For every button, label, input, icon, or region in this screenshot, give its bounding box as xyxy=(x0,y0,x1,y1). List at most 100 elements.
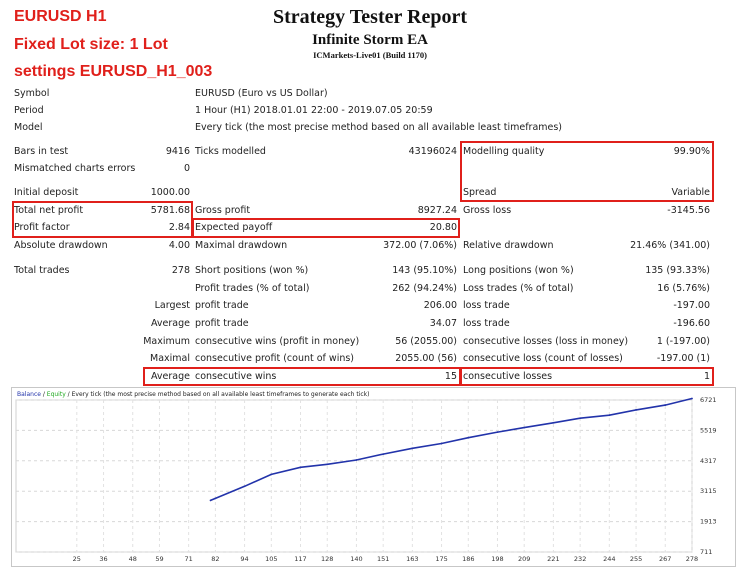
x-tick-label: 244 xyxy=(603,555,615,563)
short-positions-value: 143 (95.10%) xyxy=(392,265,457,276)
period-label: Period xyxy=(14,105,44,116)
average-consecutive-label: Average xyxy=(150,371,190,382)
expected-payoff-value: 20.80 xyxy=(429,222,457,233)
balance-point xyxy=(608,414,611,417)
largest-loss-trade-label: loss trade xyxy=(463,300,510,311)
chart-plot: 6721 5519 4317 3115 1913 711 25 36 48 59 71 82 94 105… xyxy=(15,396,717,563)
abs-drawdown-label: Absolute drawdown xyxy=(14,240,108,251)
y-tick-label: 711 xyxy=(700,548,712,556)
rel-drawdown-value: 21.46% (341.00) xyxy=(630,240,710,251)
model-value: Every tick (the most precise method base… xyxy=(195,122,563,133)
highlight-box-avg-consecutive-wins xyxy=(143,367,461,386)
x-tick-label: 140 xyxy=(350,555,362,563)
short-positions-label: Short positions (won %) xyxy=(195,265,309,276)
legend-separator: / xyxy=(40,391,47,398)
gross-loss-value: -3145.56 xyxy=(667,205,710,216)
ea-name: Infinite Storm EA xyxy=(312,32,428,48)
maximal-label: Maximal xyxy=(150,353,190,364)
max-drawdown-label: Maximal drawdown xyxy=(195,240,288,251)
maximal-consecutive-profit-value: 2055.00 (56) xyxy=(395,353,457,364)
quality-value: 99.90% xyxy=(673,146,710,157)
x-tick-label: 186 xyxy=(462,555,474,563)
largest-loss-trade-value: -197.00 xyxy=(673,300,710,311)
legend-description: / Every tick (the most precise method ba… xyxy=(65,391,370,398)
x-tick-label: 105 xyxy=(265,555,277,563)
average-label: Average xyxy=(150,318,190,329)
balance-point xyxy=(552,421,555,424)
gross-profit-label: Gross profit xyxy=(195,205,251,216)
y-tick-label: 5519 xyxy=(700,426,717,434)
balance-chart: Balance / Equity / Every tick (the most … xyxy=(11,387,736,567)
y-tick-label: 1913 xyxy=(700,518,717,526)
x-tick-label: 94 xyxy=(240,555,248,563)
x-tick-label: 209 xyxy=(518,555,530,563)
long-positions-label: Long positions (won %) xyxy=(463,265,574,276)
x-tick-label: 255 xyxy=(630,555,642,563)
overlay-settings: settings EURUSD_H1_003 xyxy=(14,63,213,80)
x-tick-label: 267 xyxy=(659,555,671,563)
highlight-box-quality-spread xyxy=(460,141,714,202)
x-tick-label: 232 xyxy=(574,555,586,563)
x-tick-label: 163 xyxy=(406,555,418,563)
max-consecutive-losses-label: consecutive losses (loss in money) xyxy=(463,336,629,347)
balance-point xyxy=(243,485,246,488)
avg-consecutive-wins-value: 15 xyxy=(444,371,457,382)
y-tick-label: 4317 xyxy=(700,457,717,465)
spread-value: Variable xyxy=(671,187,710,198)
balance-point xyxy=(270,473,273,476)
profit-factor-value: 2.84 xyxy=(168,222,190,233)
profit-trades-label: Profit trades (% of total) xyxy=(195,283,310,294)
gross-loss-label: Gross loss xyxy=(463,205,512,216)
x-tick-label: 128 xyxy=(321,555,333,563)
highlight-box-avg-consecutive-losses xyxy=(460,367,714,386)
mismatch-label: Mismatched charts errors xyxy=(14,163,136,174)
balance-point xyxy=(691,397,693,400)
x-tick-label: 117 xyxy=(294,555,306,563)
x-tick-label: 59 xyxy=(155,555,163,563)
balance-point xyxy=(579,417,582,420)
bars-value: 9416 xyxy=(165,146,190,157)
symbol-label: Symbol xyxy=(14,88,50,99)
bars-label: Bars in test xyxy=(14,146,69,157)
period-value: 1 Hour (H1) 2018.01.01 22:00 - 2019.07.0… xyxy=(195,105,433,116)
balance-point xyxy=(496,431,499,434)
y-tick-label: 6721 xyxy=(700,396,717,404)
ticks-value: 43196024 xyxy=(408,146,457,157)
balance-point xyxy=(299,466,302,469)
balance-point xyxy=(411,447,414,450)
balance-series-line xyxy=(210,397,693,502)
x-tick-label: 175 xyxy=(435,555,447,563)
max-consecutive-wins-value: 56 (2055.00) xyxy=(395,336,457,347)
chart-legend: Balance / Equity / Every tick (the most … xyxy=(17,391,370,398)
total-trades-value: 278 xyxy=(171,265,190,276)
balance-point xyxy=(382,453,385,456)
avg-consecutive-losses-value: 1 xyxy=(703,371,710,382)
expected-payoff-label: Expected payoff xyxy=(195,222,273,233)
gross-profit-value: 8927.24 xyxy=(417,205,457,216)
mismatch-value: 0 xyxy=(183,163,190,174)
highlight-box-net-profit-factor xyxy=(12,201,193,238)
ticks-label: Ticks modelled xyxy=(195,146,266,157)
x-tick-label: 36 xyxy=(99,555,107,563)
balance-point xyxy=(355,459,358,461)
deposit-value: 1000.00 xyxy=(150,187,190,198)
maximal-consecutive-loss-value: -197.00 (1) xyxy=(656,353,710,364)
balance-point xyxy=(523,426,526,429)
avg-consecutive-wins-label: consecutive wins xyxy=(195,371,277,382)
long-positions-value: 135 (93.33%) xyxy=(645,265,710,276)
balance-point xyxy=(326,463,329,466)
spread-label: Spread xyxy=(463,187,497,198)
model-label: Model xyxy=(14,122,43,133)
loss-trades-value: 16 (5.76%) xyxy=(657,283,710,294)
overlay-symbol-title: EURUSD H1 xyxy=(14,8,107,25)
legend-equity: Equity xyxy=(46,391,66,398)
largest-label: Largest xyxy=(154,300,190,311)
largest-profit-trade-label: profit trade xyxy=(195,300,249,311)
x-tick-label: 198 xyxy=(491,555,503,563)
deposit-label: Initial deposit xyxy=(14,187,79,198)
quality-label: Modelling quality xyxy=(463,146,545,157)
net-profit-value: 5781.68 xyxy=(150,205,190,216)
overlay-lot-size: Fixed Lot size: 1 Lot xyxy=(14,36,168,53)
max-consecutive-losses-value: 1 (-197.00) xyxy=(656,336,710,347)
maximal-consecutive-loss-label: consecutive loss (count of losses) xyxy=(463,353,623,364)
